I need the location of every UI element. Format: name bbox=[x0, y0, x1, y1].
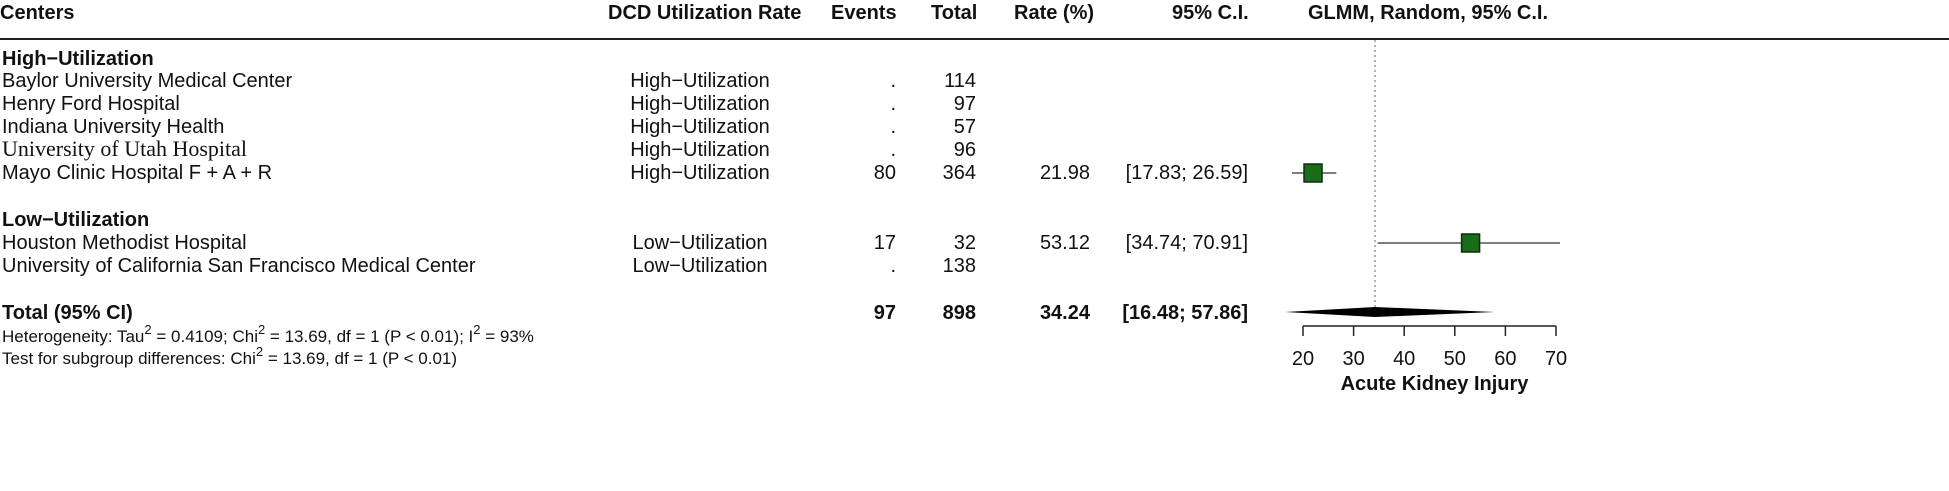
row-dcd: High−Utilization bbox=[630, 139, 770, 161]
subgroup-test-text: Test for subgroup differences: Chi2 = 13… bbox=[2, 344, 458, 368]
row-rate: 21.98 bbox=[1039, 162, 1090, 184]
estimate-square bbox=[1303, 163, 1323, 183]
row-rate: 53.12 bbox=[1039, 232, 1090, 254]
total-total: 898 bbox=[942, 302, 976, 324]
total-label: Total (95% CI) bbox=[2, 302, 133, 324]
row-dcd: High−Utilization bbox=[630, 116, 770, 138]
row-dcd: High−Utilization bbox=[630, 162, 770, 184]
row-total: 57 bbox=[953, 116, 976, 138]
row-dcd: High−Utilization bbox=[630, 93, 770, 115]
x-tick-label: 30 bbox=[1342, 348, 1364, 370]
row-dcd: Low−Utilization bbox=[632, 232, 768, 254]
x-tick-label: 60 bbox=[1494, 348, 1516, 370]
row-total: 138 bbox=[942, 255, 976, 277]
row-center: University of California San Francisco M… bbox=[2, 255, 476, 277]
x-tick-label: 20 bbox=[1292, 348, 1314, 370]
header-dcd-rate: DCD Utilization Rate bbox=[608, 2, 802, 24]
row-events: . bbox=[890, 139, 896, 161]
row-center: Henry Ford Hospital bbox=[2, 93, 180, 115]
row-dcd: High−Utilization bbox=[630, 70, 770, 92]
row-center: Baylor University Medical Center bbox=[2, 70, 293, 92]
total-rate: 34.24 bbox=[1039, 302, 1090, 324]
row-center: Mayo Clinic Hospital F + A + R bbox=[2, 162, 273, 184]
header-ci: 95% C.I. bbox=[1172, 2, 1249, 24]
row-dcd: Low−Utilization bbox=[632, 255, 768, 277]
header-total: Total bbox=[931, 2, 978, 24]
row-ci: [34.74; 70.91] bbox=[1125, 232, 1248, 254]
row-events: 17 bbox=[873, 232, 896, 254]
row-center: Houston Methodist Hospital bbox=[2, 232, 247, 254]
row-events: . bbox=[890, 255, 896, 277]
row-events: . bbox=[890, 116, 896, 138]
pooled-diamond bbox=[1285, 307, 1495, 317]
header-model: GLMM, Random, 95% C.I. bbox=[1308, 2, 1549, 24]
header-rate: Rate (%) bbox=[1014, 2, 1095, 24]
total-ci: [16.48; 57.86] bbox=[1122, 302, 1248, 324]
group-label-low: Low−Utilization bbox=[2, 209, 150, 231]
header-centers: Centers bbox=[0, 2, 75, 24]
heterogeneity-text: Heterogeneity: Tau2 = 0.4109; Chi2 = 13.… bbox=[2, 322, 534, 346]
row-center: University of Utah Hospital bbox=[2, 136, 248, 161]
x-tick-label: 70 bbox=[1545, 348, 1567, 370]
row-total: 364 bbox=[942, 162, 976, 184]
header-events: Events bbox=[831, 2, 897, 24]
row-events: . bbox=[890, 93, 896, 115]
row-total: 96 bbox=[953, 139, 976, 161]
row-events: 80 bbox=[873, 162, 896, 184]
x-axis-label: Acute Kidney Injury bbox=[1341, 373, 1530, 395]
estimate-square bbox=[1460, 233, 1481, 253]
row-events: . bbox=[890, 70, 896, 92]
x-tick-label: 50 bbox=[1444, 348, 1466, 370]
row-total: 114 bbox=[944, 70, 976, 92]
header-rule bbox=[0, 38, 1949, 40]
row-ci: [17.83; 26.59] bbox=[1125, 162, 1248, 184]
row-total: 32 bbox=[953, 232, 976, 254]
x-tick-label: 40 bbox=[1393, 348, 1415, 370]
row-total: 97 bbox=[953, 93, 976, 115]
total-events: 97 bbox=[873, 302, 896, 324]
row-center: Indiana University Health bbox=[2, 116, 225, 138]
group-label-high: High−Utilization bbox=[2, 48, 154, 70]
